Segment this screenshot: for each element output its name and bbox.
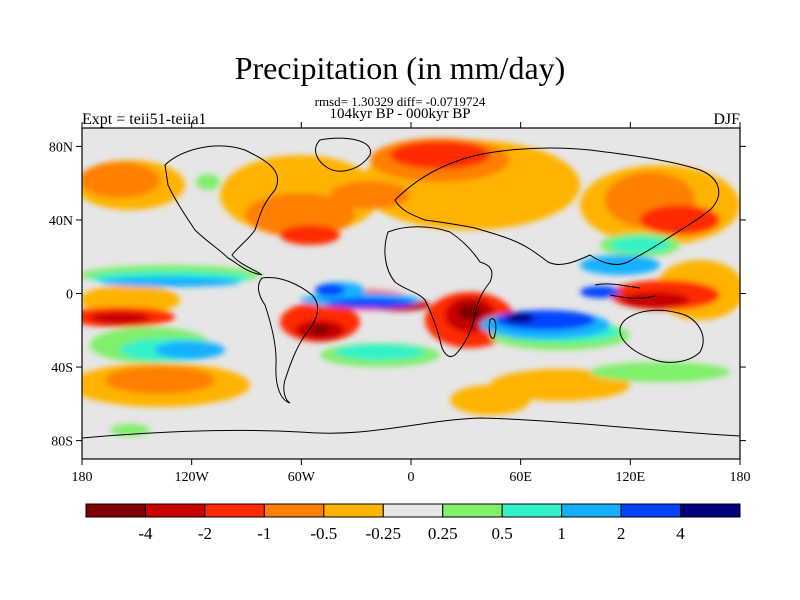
eurasia-coastline bbox=[394, 147, 720, 265]
colorbar-swatch bbox=[382, 503, 444, 518]
greenland-coastline bbox=[315, 137, 371, 172]
lat-tick-label: 0 bbox=[66, 288, 73, 303]
anomaly-patch bbox=[310, 325, 330, 335]
colorbar-label: 0.5 bbox=[492, 524, 513, 543]
madagascar-coastline bbox=[488, 318, 497, 339]
coastlines bbox=[82, 137, 740, 439]
colorbar-label: 1 bbox=[557, 524, 566, 543]
lon-tick-label: 180 bbox=[730, 470, 751, 485]
lon-tick-label: 120E bbox=[616, 470, 646, 485]
colorbar-swatch bbox=[144, 503, 206, 518]
colorbar-swatch bbox=[561, 503, 622, 518]
longitude-axis: 180 120W 60W 0 60E 120E 180 bbox=[72, 122, 751, 485]
chart-title: Precipitation (in mm/day) bbox=[234, 50, 566, 86]
anomaly-patch bbox=[315, 284, 345, 296]
colorbar-label: -0.5 bbox=[310, 524, 337, 543]
anomaly-patch bbox=[110, 424, 150, 436]
colorbar-swatch bbox=[204, 503, 265, 518]
lat-tick-label: 80S bbox=[51, 435, 73, 450]
lat-tick-label: 40S bbox=[51, 361, 73, 376]
colorbar-swatch bbox=[680, 503, 741, 518]
lon-tick-label: 120W bbox=[175, 470, 210, 485]
antarctica-coastline bbox=[82, 417, 740, 439]
australia-coastline bbox=[619, 309, 704, 363]
colorbar: -4 -2 -1 -0.5 -0.25 0.25 0.5 1 2 4 bbox=[85, 503, 741, 543]
anomaly-patch bbox=[325, 298, 415, 308]
colorbar-swatch bbox=[442, 503, 503, 518]
colorbar-swatch bbox=[85, 503, 146, 518]
south-america-coastline bbox=[257, 276, 319, 404]
lat-tick-label: 40N bbox=[49, 214, 73, 229]
colorbar-swatch bbox=[263, 503, 325, 518]
anomaly-patch bbox=[620, 292, 690, 308]
anomaly-patch bbox=[100, 277, 240, 287]
lon-tick-label: 60W bbox=[288, 470, 316, 485]
colorbar-swatch bbox=[620, 503, 682, 518]
lon-tick-label: 60E bbox=[509, 470, 532, 485]
anomaly-patch bbox=[330, 181, 410, 209]
period-line: 104kyr BP - 000kyr BP bbox=[329, 106, 471, 122]
anomaly-patch bbox=[82, 162, 160, 198]
anomaly-patch bbox=[450, 385, 530, 415]
africa-coastline bbox=[384, 226, 493, 357]
anomaly-patch bbox=[610, 237, 670, 253]
anomaly-patch bbox=[590, 362, 730, 382]
lon-tick-label: 180 bbox=[72, 470, 93, 485]
anomaly-patch bbox=[155, 341, 225, 359]
colorbar-swatch bbox=[323, 503, 384, 518]
stats-line: rmsd= 1.30329 diff= -0.0719724 bbox=[314, 94, 486, 109]
colorbar-label: 4 bbox=[676, 524, 685, 543]
colorbar-label: -1 bbox=[257, 524, 271, 543]
indonesia-coastline bbox=[594, 283, 656, 299]
anomaly-patch bbox=[458, 304, 482, 320]
anomaly-patch bbox=[390, 141, 490, 169]
lon-tick-label: 0 bbox=[408, 470, 415, 485]
anomaly-patch bbox=[245, 193, 355, 237]
anomaly-patch bbox=[196, 174, 220, 190]
lat-tick-label: 80N bbox=[49, 140, 73, 155]
experiment-label: Expt = teii51-teiia1 bbox=[82, 111, 207, 128]
colorbar-label: -0.25 bbox=[366, 524, 401, 543]
anomaly-patch bbox=[335, 344, 425, 360]
latitude-axis: 80N 40N 0 40S 80S bbox=[49, 140, 746, 450]
colorbar-label: -2 bbox=[198, 524, 212, 543]
precipitation-field bbox=[82, 138, 740, 436]
anomaly-patch bbox=[90, 312, 150, 324]
colorbar-label: 2 bbox=[617, 524, 626, 543]
colorbar-label: 0.25 bbox=[428, 524, 458, 543]
anomaly-patch bbox=[640, 205, 720, 235]
anomaly-patch bbox=[505, 313, 535, 323]
anomaly-patch bbox=[105, 366, 215, 394]
colorbar-swatch bbox=[501, 503, 563, 518]
north-america-coastline bbox=[164, 145, 279, 276]
anomaly-patch bbox=[580, 255, 660, 275]
colorbar-label: -4 bbox=[138, 524, 153, 543]
anomaly-patch bbox=[280, 225, 340, 245]
season-label: DJF bbox=[713, 111, 740, 128]
